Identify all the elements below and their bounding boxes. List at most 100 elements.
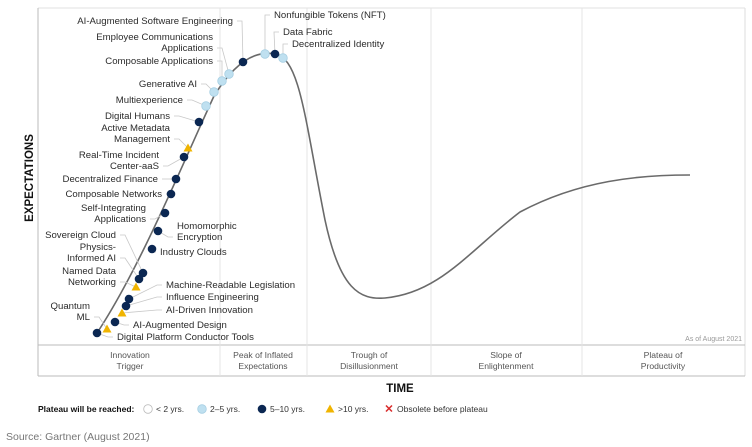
technology-label: Composable Networks: [65, 189, 162, 200]
technology-label: Industry Clouds: [160, 247, 227, 258]
technology-label: AI-Augmented Software Engineering: [77, 16, 233, 27]
leader-line: [187, 99, 207, 107]
technology-marker: [217, 76, 227, 86]
technology-label: Employee Communications: [96, 32, 213, 43]
technology-label: Data Fabric: [283, 27, 333, 38]
technology-marker: [160, 208, 170, 218]
technology-label: Digital Platform Conductor Tools: [117, 332, 254, 343]
x-axis-label: TIME: [386, 383, 414, 395]
technology-label: Nonfungible Tokens (NFT): [274, 10, 386, 21]
technology-label: Physics-: [80, 242, 116, 253]
legend-title: Plateau will be reached:: [38, 404, 135, 414]
source-note: Source: Gartner (August 2021): [6, 431, 150, 443]
technology-label: Management: [114, 134, 170, 145]
technology-marker: [110, 317, 120, 327]
technology-label: Decentralized Finance: [63, 174, 158, 185]
technology-label: Sovereign Cloud: [45, 230, 116, 241]
leader-line: [264, 14, 270, 54]
technology-label: Influence Engineering: [166, 292, 259, 303]
legend-marker-4: ✕: [384, 404, 393, 416]
legend-marker-2: [257, 404, 267, 414]
technology-marker: [153, 226, 163, 236]
technology-label: Applications: [94, 214, 146, 225]
technology-label: Composable Applications: [105, 56, 213, 67]
phase-label: Expectations: [238, 361, 287, 371]
leader-line: [174, 115, 200, 123]
technology-markers: [92, 49, 288, 338]
leader-line: [237, 20, 244, 63]
technology-marker: [117, 308, 127, 317]
legend-marker-0: [143, 404, 153, 414]
leader-line: [120, 281, 137, 288]
technology-label: Digital Humans: [105, 111, 170, 122]
technology-marker: [124, 294, 134, 304]
phase-label: Enlightenment: [479, 361, 535, 371]
technology-marker: [134, 274, 144, 284]
legend-item-label: < 2 yrs.: [156, 404, 184, 414]
phase-dividers: [219, 8, 583, 376]
leader-line: [120, 257, 140, 280]
leader-line: [94, 316, 108, 330]
phase-label: Trough of: [351, 350, 388, 360]
hype-curve: [96, 52, 691, 334]
phase-label: Slope of: [490, 350, 522, 360]
phase-label: Disillusionment: [340, 361, 398, 371]
phase-label: Peak of Inflated: [233, 350, 293, 360]
technology-marker: [201, 101, 211, 111]
technology-labels: Nonfungible Tokens (NFT)Data FabricDecen…: [45, 10, 386, 343]
technology-label: Encryption: [177, 232, 222, 243]
legend: Plateau will be reached: < 2 yrs. 2–5 yrs…: [38, 404, 488, 416]
technology-marker: [238, 57, 248, 67]
phase-label: Plateau of: [644, 350, 683, 360]
technology-marker: [209, 87, 219, 97]
technology-marker: [194, 117, 204, 127]
technology-label: Networking: [68, 277, 116, 288]
leader-line: [217, 47, 230, 75]
technology-label: Real-Time Incident: [79, 150, 159, 161]
leader-line: [217, 60, 223, 81]
leader-line: [163, 156, 185, 167]
technology-label: Informed AI: [67, 253, 116, 264]
legend-item-label: 2–5 yrs.: [210, 404, 240, 414]
legend-marker-1: [197, 404, 207, 414]
technology-marker: [270, 49, 280, 59]
technology-marker: [179, 152, 189, 162]
technology-marker: [183, 143, 193, 152]
as-of-date: As of August 2021: [685, 336, 742, 343]
leader-line: [120, 234, 144, 274]
technology-marker: [147, 244, 157, 254]
technology-label: AI-Driven Innovation: [166, 305, 253, 316]
leader-line: [121, 309, 162, 314]
y-axis-label: EXPECTATIONS: [24, 134, 36, 222]
technology-marker: [131, 282, 141, 291]
legend-item-label: 5–10 yrs.: [270, 404, 305, 414]
leader-line: [128, 284, 162, 300]
technology-label: Active Metadata: [101, 123, 170, 134]
technology-marker: [92, 328, 102, 338]
technology-marker: [224, 69, 234, 79]
technology-marker: [171, 174, 181, 184]
technology-marker: [102, 324, 112, 333]
technology-label: AI-Augmented Design: [133, 320, 227, 331]
technology-marker: [166, 189, 176, 199]
phase-label: Innovation: [110, 350, 150, 360]
technology-label: Quantum: [51, 301, 90, 312]
legend-item-label: >10 yrs.: [338, 404, 368, 414]
leader-line: [273, 31, 279, 55]
technology-label: Machine-Readable Legislation: [166, 280, 295, 291]
technology-label: Named Data: [62, 266, 117, 277]
technology-marker: [121, 301, 131, 311]
phase-label: Productivity: [641, 361, 686, 371]
leader-line: [174, 138, 189, 149]
leader-line: [125, 296, 162, 307]
technology-label: Decentralized Identity: [292, 39, 384, 50]
technology-label: Center-aaS: [110, 161, 159, 172]
technology-marker: [260, 49, 270, 59]
technology-label: Multiexperience: [116, 95, 183, 106]
legend-item-label: Obsolete before plateau: [397, 404, 488, 414]
technology-marker: [278, 53, 288, 63]
technology-label: ML: [77, 312, 91, 323]
phase-label: Trigger: [117, 361, 144, 371]
